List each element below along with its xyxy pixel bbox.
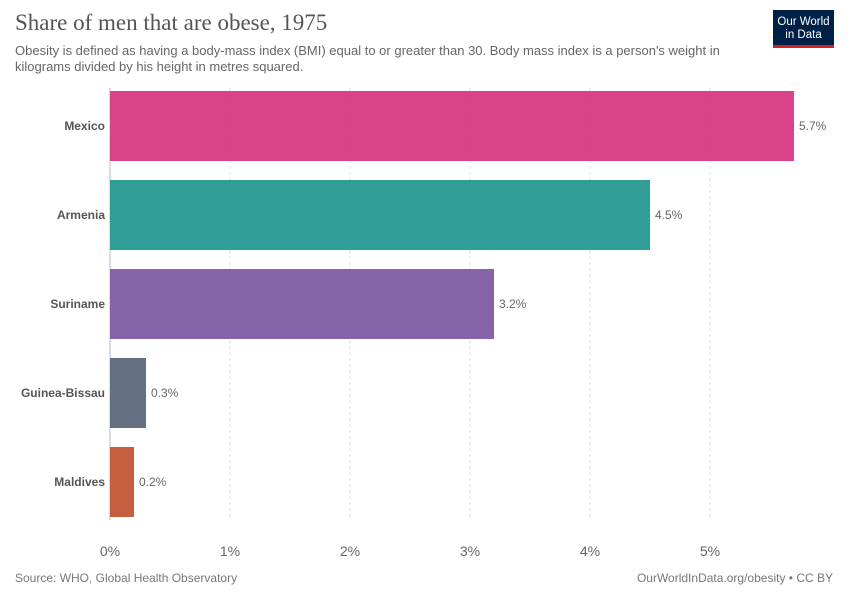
logo-line-1: Our World	[777, 16, 830, 28]
logo-accent-bar	[773, 45, 834, 48]
x-axis: 0% 1% 2% 3% 4% 5%	[100, 543, 720, 559]
logo-line-2: in Data	[785, 29, 822, 41]
x-tick-label: 5%	[700, 543, 720, 559]
credit-link[interactable]: OurWorldInData.org/obesity • CC BY	[636, 571, 833, 585]
category-label: Armenia	[57, 208, 105, 222]
x-tick-label: 4%	[580, 543, 600, 559]
source-note[interactable]: Source: WHO, Global Health Observatory	[15, 571, 238, 585]
chart-title: Share of men that are obese, 1975	[15, 10, 328, 35]
category-label: Mexico	[64, 119, 105, 133]
value-label: 0.3%	[151, 386, 179, 400]
bar	[110, 180, 650, 250]
value-label: 3.2%	[499, 297, 527, 311]
bars: Mexico 5.7% Armenia 4.5% Suriname 3.2% Guinea-…	[21, 91, 827, 517]
chart-subtitle: Obesity is defined as having a body-mass…	[15, 43, 720, 74]
category-label: Guinea-Bissau	[21, 386, 105, 400]
category-label: Suriname	[50, 297, 105, 311]
value-label: 0.2%	[139, 475, 167, 489]
category-label: Maldives	[54, 475, 105, 489]
x-tick-label: 2%	[340, 543, 360, 559]
owid-logo[interactable]: Our World in Data	[773, 10, 834, 48]
bar	[110, 358, 146, 428]
x-tick-label: 0%	[100, 543, 120, 559]
value-label: 5.7%	[799, 119, 827, 133]
value-label: 4.5%	[655, 208, 683, 222]
bar	[110, 447, 134, 517]
bar	[110, 269, 494, 339]
x-tick-label: 1%	[220, 543, 240, 559]
bar	[110, 91, 794, 161]
x-tick-label: 3%	[460, 543, 480, 559]
